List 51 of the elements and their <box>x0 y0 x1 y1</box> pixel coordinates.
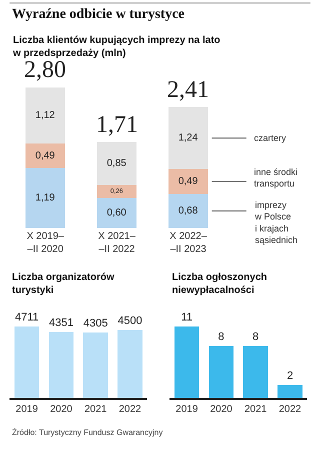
bar <box>14 326 40 398</box>
total-label: 1,71 <box>96 112 138 138</box>
bar <box>26 168 65 228</box>
chart-title: Wyraźne odbicie w turystyce <box>12 7 184 22</box>
data-label: 4351 <box>48 317 74 330</box>
chart-title: Liczba organizatorów turystyki <box>12 272 114 296</box>
data-label: 0,49 <box>35 150 56 162</box>
data-label: 0,49 <box>178 176 198 188</box>
bar <box>97 184 136 198</box>
data-label: 1,12 <box>35 110 56 121</box>
x-tick-label: 2021 <box>244 404 268 415</box>
x-tick-label: 2021 <box>84 404 108 415</box>
bar <box>168 169 208 194</box>
bar <box>26 144 65 168</box>
data-label: 0,85 <box>106 158 127 169</box>
x-tick-label: 2019 <box>16 404 38 415</box>
text: inne środki transportu <box>254 167 298 189</box>
bar <box>168 106 208 170</box>
x-tick-label: X 2019– –II 2020 <box>26 231 64 255</box>
bar <box>97 198 136 228</box>
chart-subtitle: Liczba klientów kupujących imprezy na lato w przedsprzedaży (mln) <box>12 35 220 59</box>
chart-title: Liczba ogłoszonych niewypłacalności <box>172 272 268 296</box>
bar <box>83 332 108 398</box>
data-label: 8 <box>252 331 259 344</box>
text: imprezy w Polsce i krajach sąsiednich <box>254 200 298 246</box>
x-tick-label: X 2021– –II 2022 <box>98 231 136 255</box>
x-tick-label: 2022 <box>278 404 302 415</box>
bar <box>97 142 136 185</box>
bar <box>48 332 74 398</box>
x-tick-label: 2022 <box>118 404 142 415</box>
x-tick-label: 2020 <box>210 404 233 415</box>
bar <box>118 330 142 398</box>
data-label: 0,68 <box>178 205 198 216</box>
data-label: 1,19 <box>35 192 56 204</box>
data-label: 11 <box>181 312 193 324</box>
data-label: 2 <box>286 370 294 382</box>
bar <box>26 87 65 144</box>
data-label: 4305 <box>83 318 108 330</box>
data-label: 4500 <box>118 314 142 327</box>
x-tick-label: X 2022– –II 2023 <box>170 231 208 255</box>
text: czartery <box>254 133 287 143</box>
total-label: 2,41 <box>167 77 209 103</box>
x-tick-label: 2019 <box>176 404 198 415</box>
data-label: 0,60 <box>106 207 127 218</box>
data-label: 1,24 <box>178 132 198 144</box>
data-label: 4711 <box>14 312 39 324</box>
text: Źródło: Turystyczny Fundusz Gwarancyjny <box>12 428 163 437</box>
x-tick-label: 2020 <box>50 404 73 415</box>
data-label: 8 <box>218 331 224 344</box>
total-label: 2,80 <box>24 57 66 83</box>
bar <box>168 194 208 228</box>
